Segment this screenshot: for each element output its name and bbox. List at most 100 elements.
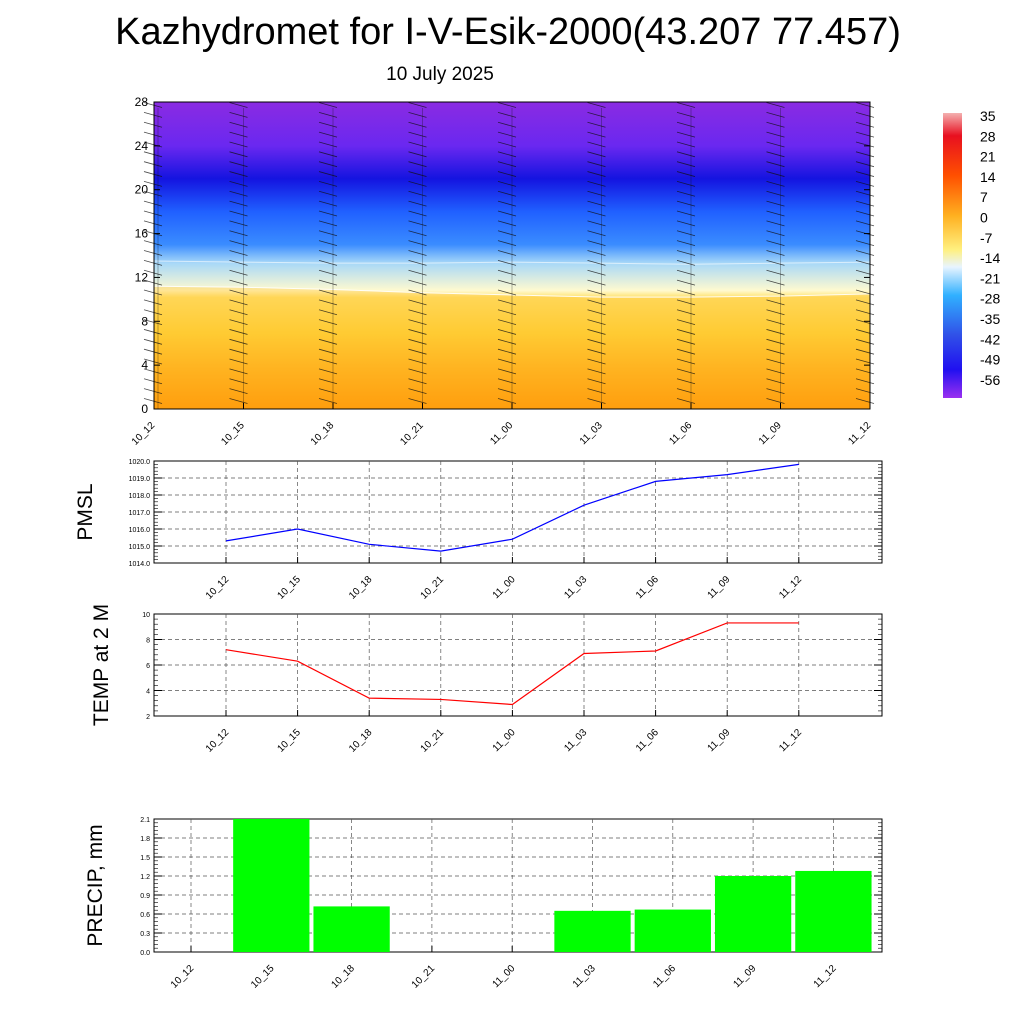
wind-barb <box>318 210 338 217</box>
y-tick-label: 2.1 <box>140 817 150 824</box>
wind-barb <box>408 250 427 256</box>
wind-barb <box>318 190 338 197</box>
wind-barb <box>318 398 338 404</box>
x-tick-label: 10_18 <box>347 727 375 755</box>
y-tick-label: 4 <box>141 358 148 372</box>
wind-barb <box>408 358 427 365</box>
wind-barb <box>408 121 427 128</box>
wind-barb <box>229 368 248 375</box>
wind-barb <box>143 190 163 197</box>
wind-barb <box>676 151 696 158</box>
wind-barb <box>855 368 875 375</box>
wind-barb <box>408 181 427 187</box>
x-tick-label: 10_15 <box>275 574 303 602</box>
wind-barb <box>408 279 427 286</box>
wind-barb <box>408 388 427 395</box>
wind-barb <box>676 171 696 177</box>
y-tick-label: 1.5 <box>140 855 150 862</box>
wind-barb <box>676 358 696 365</box>
wind-barb <box>318 141 338 148</box>
wind-barb <box>855 269 875 276</box>
wind-barb <box>855 329 875 335</box>
wind-barb <box>676 230 696 237</box>
wind-barb <box>766 171 785 177</box>
y-tick-label: 2 <box>146 714 150 721</box>
wind-barb <box>766 102 785 108</box>
wind-barb <box>318 250 338 256</box>
wind-barb <box>497 220 517 227</box>
wind-barb <box>587 378 606 385</box>
wind-barb <box>318 319 338 325</box>
wind-barb <box>855 299 875 306</box>
wind-barb <box>587 141 606 148</box>
wind-barb <box>318 220 338 227</box>
wind-barb <box>229 250 248 256</box>
wind-barb <box>408 329 427 335</box>
wind-barb <box>676 338 696 345</box>
precip-bar <box>634 909 711 952</box>
wind-barb <box>318 338 338 345</box>
wind-barb <box>766 398 785 404</box>
wind-barb <box>229 279 248 286</box>
wind-barb <box>855 121 875 128</box>
y-tick-label: 16 <box>135 227 149 241</box>
wind-barb <box>408 299 427 306</box>
wind-barb <box>587 111 606 118</box>
wind-barb <box>855 161 875 168</box>
wind-barb <box>143 398 163 404</box>
wind-barb <box>587 348 606 355</box>
wind-barb <box>143 111 163 118</box>
wind-barb <box>408 259 427 266</box>
wind-barb <box>408 190 427 197</box>
wind-barb <box>318 259 338 266</box>
wind-barb <box>587 319 606 325</box>
wind-barb <box>497 250 517 256</box>
y-tick-label: 1015.0 <box>129 544 151 551</box>
colorbar-label: 35 <box>980 108 996 124</box>
wind-barb <box>766 358 785 365</box>
wind-barb <box>855 171 875 177</box>
wind-barb <box>318 230 338 237</box>
wind-barb <box>676 329 696 335</box>
wind-barb <box>497 279 517 286</box>
wind-barb <box>676 210 696 217</box>
wind-barb <box>408 151 427 158</box>
wind-barb <box>676 259 696 266</box>
wind-barb <box>766 181 785 187</box>
y-tick-label: 20 <box>135 183 149 197</box>
wind-barb <box>408 368 427 375</box>
wind-barb <box>676 378 696 385</box>
wind-barb <box>143 329 163 335</box>
wind-barb <box>318 111 338 118</box>
wind-barb <box>587 338 606 345</box>
wind-barb <box>143 161 163 168</box>
wind-barb <box>676 388 696 395</box>
x-tick-label: 10_18 <box>309 420 337 448</box>
wind-barb <box>229 220 248 227</box>
wind-barb <box>408 161 427 168</box>
wind-barb <box>766 299 785 306</box>
y-tick-label: 12 <box>135 270 149 284</box>
wind-barb <box>497 141 517 148</box>
wind-barb <box>497 200 517 207</box>
wind-barb <box>587 259 606 266</box>
wind-barb <box>587 388 606 395</box>
wind-barb <box>676 398 696 404</box>
wind-barb <box>766 230 785 237</box>
wind-barb <box>497 309 517 316</box>
wind-barb <box>143 200 163 207</box>
y-tick-label: 1019.0 <box>129 476 151 483</box>
x-tick-label: 11_03 <box>562 574 589 601</box>
wind-barb <box>318 200 338 207</box>
y-tick-label: 0.0 <box>140 950 150 957</box>
wind-barb <box>497 338 517 345</box>
wind-barb <box>143 269 163 276</box>
x-tick-label: 11_06 <box>667 420 694 447</box>
wind-barb <box>676 161 696 168</box>
wind-barb <box>497 388 517 395</box>
wind-barb <box>855 250 875 256</box>
wind-barb <box>497 319 517 325</box>
wind-barb <box>497 131 517 138</box>
wind-barb <box>497 329 517 335</box>
wind-barb <box>497 111 517 118</box>
